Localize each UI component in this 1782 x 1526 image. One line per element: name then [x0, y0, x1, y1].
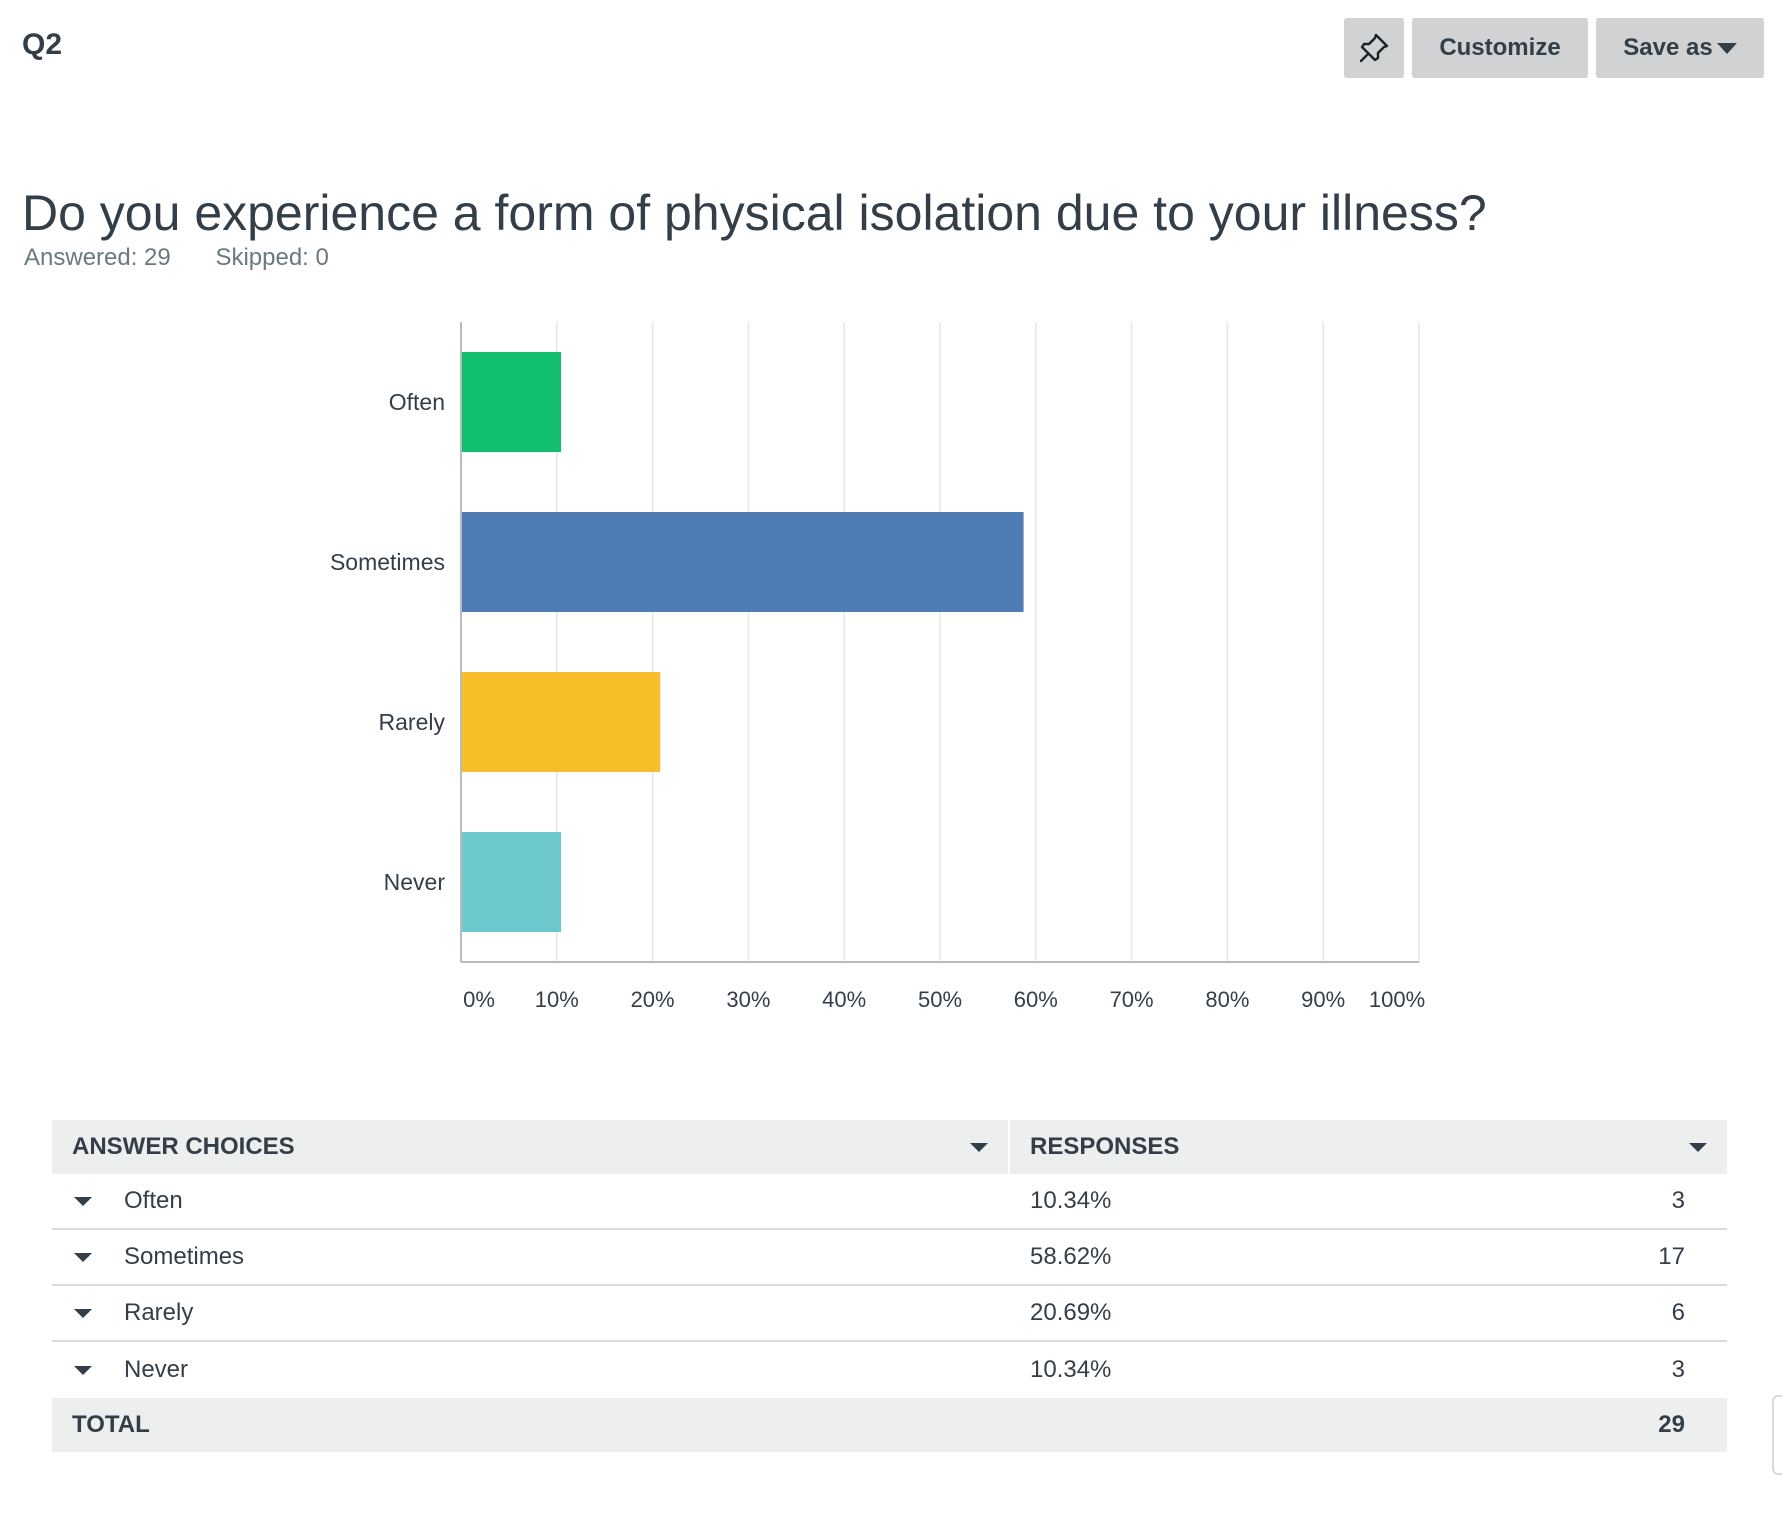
response-summary: Answered: 29 Skipped: 0: [24, 244, 329, 272]
expand-caret-icon[interactable]: [74, 1308, 92, 1318]
feedback-tab[interactable]: [1772, 1395, 1782, 1475]
bar: [462, 832, 562, 932]
table-header: ANSWER CHOICES RESPONSES: [52, 1120, 1727, 1174]
choice-cell: Rarely: [52, 1299, 1010, 1327]
response-percent: 10.34%: [1030, 1187, 1112, 1214]
choice-cell: Never: [52, 1356, 1010, 1384]
responses-header[interactable]: RESPONSES: [1010, 1120, 1727, 1174]
total-row: TOTAL 29: [52, 1398, 1727, 1452]
sort-caret-icon: [970, 1142, 988, 1152]
x-tick-label: 80%: [1205, 987, 1249, 1012]
choice-label: Sometimes: [124, 1243, 245, 1270]
question-number: Q2: [22, 28, 63, 61]
x-tick-label: 50%: [918, 987, 962, 1012]
answered-count: Answered: 29: [24, 244, 171, 271]
total-label: TOTAL: [72, 1411, 150, 1438]
x-tick-label: 60%: [1014, 987, 1058, 1012]
response-count: 3: [1671, 1356, 1685, 1383]
save-as-label: Save as: [1623, 34, 1713, 61]
table-row: Never 10.34% 3: [52, 1342, 1727, 1398]
sort-caret-icon: [1689, 1142, 1707, 1152]
x-tick-label: 90%: [1301, 987, 1345, 1012]
response-count: 6: [1671, 1299, 1685, 1326]
response-percent: 10.34%: [1030, 1356, 1112, 1383]
response-count: 17: [1658, 1243, 1685, 1270]
response-percent: 20.69%: [1030, 1299, 1112, 1326]
skipped-count: Skipped: 0: [215, 244, 329, 271]
answer-choices-table: ANSWER CHOICES RESPONSES Often 10.34% 3 …: [52, 1120, 1727, 1452]
x-tick-label: 10%: [535, 987, 579, 1012]
expand-caret-icon[interactable]: [74, 1196, 92, 1206]
pin-button[interactable]: [1344, 18, 1404, 78]
category-label: Often: [389, 389, 445, 415]
choice-label: Never: [124, 1356, 189, 1383]
customize-button[interactable]: Customize: [1412, 18, 1588, 78]
pin-icon: [1359, 33, 1389, 63]
answer-choices-header[interactable]: ANSWER CHOICES: [52, 1120, 1010, 1174]
expand-caret-icon[interactable]: [74, 1252, 92, 1262]
responses-header-label: RESPONSES: [1030, 1133, 1180, 1160]
customize-label: Customize: [1439, 34, 1561, 61]
x-tick-label: 20%: [631, 987, 675, 1012]
choice-label: Rarely: [124, 1299, 194, 1326]
x-tick-label: 40%: [822, 987, 866, 1012]
bar-chart: 0% 10% 20% 30% 40% 50% 60% 70% 80% 90% 100% Often So…: [330, 322, 1425, 1012]
total-value: 29: [1658, 1411, 1685, 1438]
bar: [462, 512, 1024, 612]
x-tick-label: 30%: [726, 987, 770, 1012]
bar: [462, 352, 562, 452]
bar: [462, 672, 661, 772]
x-tick-label: 70%: [1110, 987, 1154, 1012]
category-label: Rarely: [379, 709, 446, 735]
question-title: Do you experience a form of physical iso…: [22, 184, 1487, 241]
table-row: Sometimes 58.62% 17: [52, 1230, 1727, 1286]
answer-choices-header-label: ANSWER CHOICES: [72, 1133, 295, 1160]
x-tick-label: 0%: [463, 987, 495, 1012]
category-label: Sometimes: [330, 549, 445, 575]
table-row: Often 10.34% 3: [52, 1174, 1727, 1230]
response-count: 3: [1671, 1187, 1685, 1214]
chevron-down-icon: [1716, 42, 1737, 54]
x-tick-label: 100%: [1369, 987, 1425, 1012]
table-row: Rarely 20.69% 6: [52, 1286, 1727, 1342]
toolbar: Customize Save as: [1344, 18, 1764, 78]
save-as-button[interactable]: Save as: [1596, 18, 1764, 78]
choice-cell: Sometimes: [52, 1243, 1010, 1271]
choice-label: Often: [124, 1187, 183, 1214]
category-label: Never: [384, 869, 446, 895]
expand-caret-icon[interactable]: [74, 1365, 92, 1375]
choice-cell: Often: [52, 1187, 1010, 1215]
response-percent: 58.62%: [1030, 1243, 1112, 1270]
